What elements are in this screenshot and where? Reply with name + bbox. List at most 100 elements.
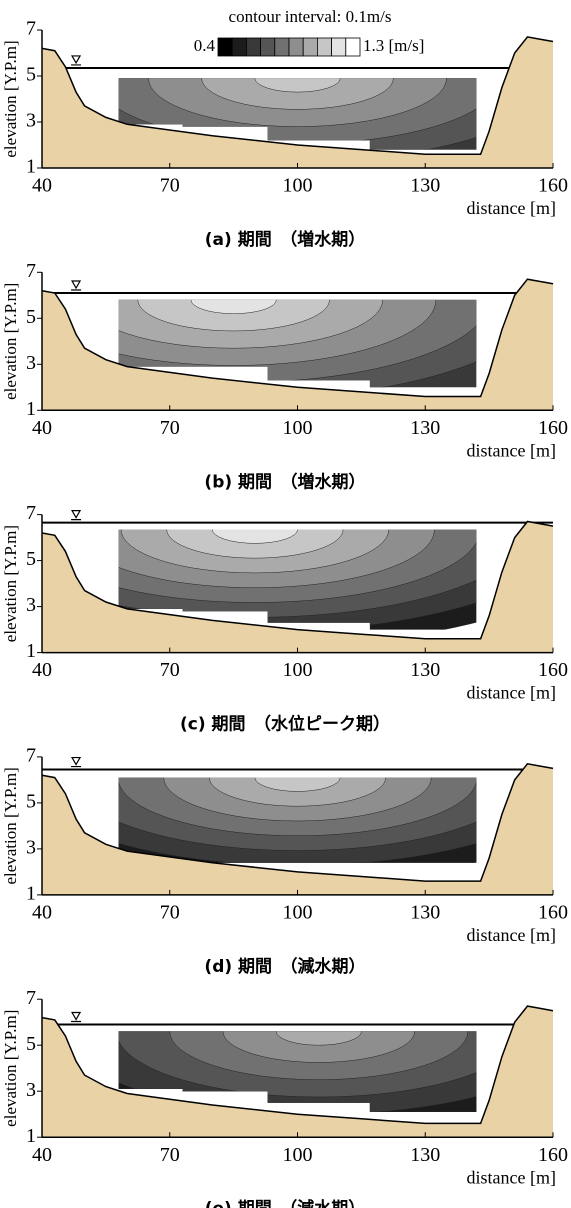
colorbar-box (345, 37, 361, 57)
y-tick-label: 5 (26, 548, 36, 570)
colorbar-box (316, 37, 332, 57)
panel: 1 3 5 7 40 70 100 130 160 elevation [Y.P.m] distan… (1, 744, 568, 977)
bed-line (41, 278, 554, 398)
x-tick-label: 40 (32, 1144, 52, 1166)
contour-band (275, 1031, 362, 1046)
ground (42, 279, 553, 411)
y-tick-label: 7 (26, 744, 36, 766)
caption: (c) 期間 （水位ピーク期） (180, 714, 390, 735)
water-symbol (71, 510, 82, 524)
y-tick-label: 3 (26, 594, 36, 616)
y-tick-label: 1 (26, 156, 36, 178)
colorbar-box (274, 37, 290, 57)
colorbar-label: 1.3 [m/s] (363, 36, 424, 55)
x-tick-label: 160 (538, 901, 568, 923)
x-tick-label: 40 (32, 659, 52, 681)
x-tick-label: 40 (32, 901, 52, 923)
bed-line (41, 36, 554, 155)
y-axis-label: elevation [Y.P.m] (1, 1010, 20, 1127)
y-axis-label: elevation [Y.P.m] (1, 283, 20, 400)
y-tick-label: 7 (26, 987, 36, 1009)
colorbar-box (288, 37, 304, 57)
y-tick-label: 1 (26, 882, 36, 904)
y-axis-label: elevation [Y.P.m] (1, 40, 20, 157)
contour-band (212, 529, 298, 544)
panel: 1 3 5 7 40 70 100 130 160 elevation [Y.P.m] distan… (1, 260, 568, 492)
x-tick-label: 100 (283, 417, 313, 439)
x-tick-label: 160 (538, 659, 568, 681)
colorbar-box (260, 37, 276, 57)
water-symbol (71, 1011, 82, 1026)
colorbar-title: contour interval: 0.1m/s (229, 7, 392, 26)
x-tick-label: 100 (283, 659, 313, 681)
x-tick-label: 130 (410, 175, 440, 197)
x-axis-label: distance [m] (467, 440, 556, 460)
y-tick-label: 5 (26, 790, 36, 812)
contour-band (120, 529, 389, 574)
contour-band (148, 78, 447, 127)
x-tick-label: 130 (410, 1144, 440, 1166)
y-tick-label: 3 (26, 836, 36, 858)
ground (42, 1006, 553, 1138)
contour-band (201, 78, 394, 110)
caption: (d) 期間 （減水期） (204, 956, 365, 977)
x-tick-label: 70 (160, 1144, 180, 1166)
x-tick-label: 160 (538, 417, 568, 439)
panel: 1 3 5 7 40 70 100 130 160 elevation [Y.P.m] distan… (1, 502, 568, 735)
ground (42, 763, 553, 895)
x-tick-label: 100 (283, 901, 313, 923)
y-tick-label: 3 (26, 352, 36, 374)
colorbar-box (217, 37, 233, 57)
caption: (b) 期間 （増水期） (204, 471, 365, 492)
x-axis-label: distance [m] (467, 683, 556, 703)
x-axis-label: distance [m] (467, 198, 556, 218)
x-tick-label: 40 (32, 175, 52, 197)
bed-line (41, 1005, 554, 1125)
y-axis-label: elevation [Y.P.m] (1, 525, 20, 642)
y-tick-label: 7 (26, 260, 36, 282)
colorbar-box (245, 37, 261, 57)
x-tick-label: 130 (410, 417, 440, 439)
colorbar-label: 0.4 (194, 36, 216, 55)
caption: (a) 期間 （増水期） (205, 229, 365, 250)
contour-band (190, 299, 277, 314)
contour-band (166, 529, 344, 559)
x-tick-label: 160 (538, 1144, 568, 1166)
ground (42, 36, 553, 169)
colorbar-box (302, 37, 318, 57)
x-tick-label: 40 (32, 417, 52, 439)
x-tick-label: 70 (160, 175, 180, 197)
contour-band (254, 777, 341, 792)
panel: 1 3 5 7 40 70 100 130 160 elevation [Y.P.m] distan… (1, 7, 568, 250)
colorbar-box (331, 37, 347, 57)
contours (118, 529, 477, 630)
x-axis-label: distance [m] (467, 925, 556, 945)
contour-band (118, 299, 383, 349)
x-tick-label: 160 (538, 175, 568, 197)
y-tick-label: 1 (26, 640, 36, 662)
y-tick-label: 5 (26, 64, 36, 86)
y-tick-label: 7 (26, 18, 36, 40)
x-tick-label: 130 (410, 901, 440, 923)
y-axis-label: elevation [Y.P.m] (1, 767, 20, 884)
x-tick-label: 100 (283, 1144, 313, 1166)
water-symbol (71, 756, 82, 771)
water-symbol (71, 280, 82, 294)
y-tick-label: 3 (26, 1079, 36, 1101)
y-tick-label: 3 (26, 110, 36, 132)
contour-band (163, 777, 432, 822)
x-tick-label: 70 (160, 417, 180, 439)
bed-line (41, 520, 554, 640)
y-tick-label: 1 (26, 398, 36, 420)
x-tick-label: 70 (160, 659, 180, 681)
ground (42, 521, 553, 653)
x-tick-label: 100 (283, 175, 313, 197)
x-axis-label: distance [m] (467, 1167, 556, 1187)
x-tick-label: 130 (410, 659, 440, 681)
contours (118, 299, 477, 388)
y-tick-label: 1 (26, 1125, 36, 1147)
x-tick-label: 70 (160, 901, 180, 923)
water-symbol (71, 55, 82, 69)
y-tick-label: 5 (26, 306, 36, 328)
